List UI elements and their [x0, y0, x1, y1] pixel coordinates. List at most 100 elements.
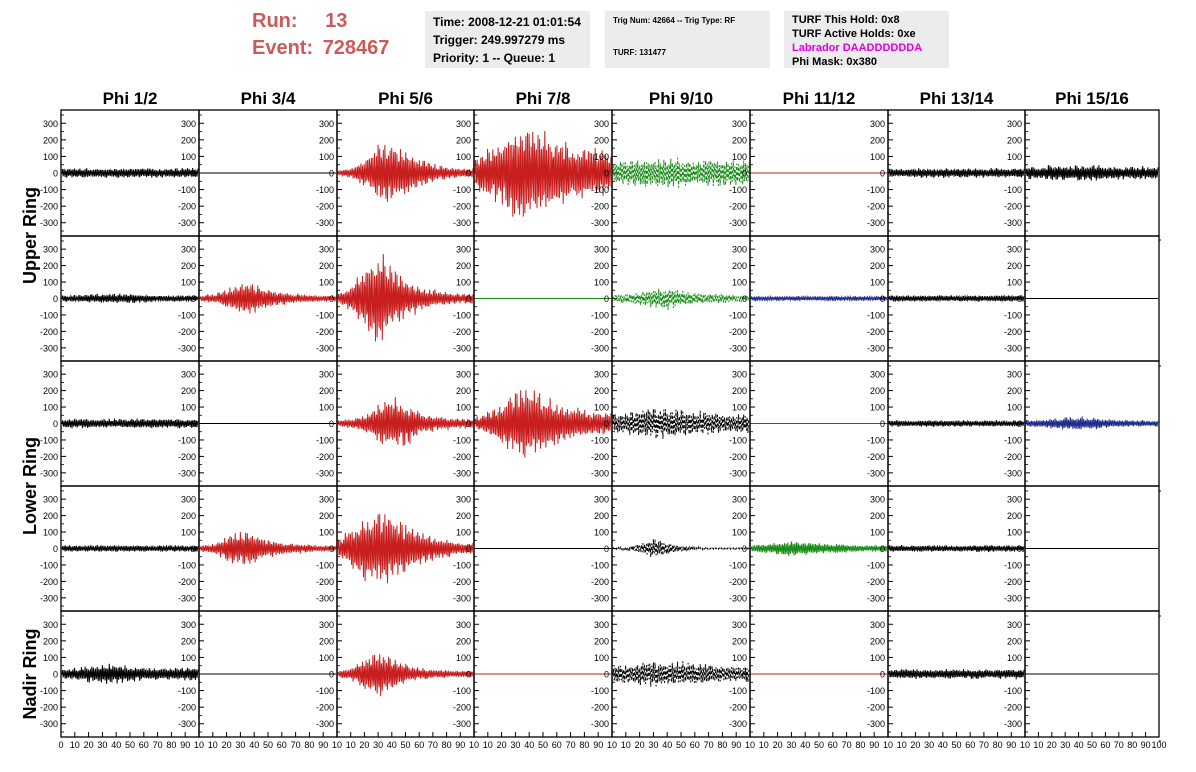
y-tick-label: 100 — [181, 528, 196, 538]
turf-text: TURF: 131477 — [613, 48, 666, 57]
y-tick-label: -300 — [453, 468, 471, 478]
y-tick-label: 0 — [604, 169, 609, 179]
y-tick-label: -300 — [316, 218, 334, 228]
x-tick-label: 60 — [139, 740, 149, 750]
waveform-trace — [888, 294, 1025, 303]
y-tick-label: 200 — [181, 636, 196, 646]
y-tick-label: 200 — [870, 261, 885, 271]
waveform-trace — [337, 253, 474, 342]
y-tick-label: -100 — [867, 560, 885, 570]
y-tick-label: -100 — [316, 185, 334, 195]
y-tick-label: -200 — [40, 202, 58, 212]
x-tick-label: 10 — [469, 740, 479, 750]
y-tick-label: -200 — [729, 577, 747, 587]
y-tick-label: -300 — [178, 593, 196, 603]
y-tick-label: 0 — [191, 419, 196, 429]
x-tick-label: 50 — [400, 740, 410, 750]
y-tick-label: 100 — [456, 403, 471, 413]
y-tick-label: -200 — [178, 327, 196, 337]
y-tick-label: 0 — [742, 294, 747, 304]
x-tick-label: 20 — [635, 740, 645, 750]
waveform-trace — [337, 144, 474, 202]
x-tick-label: 80 — [442, 740, 452, 750]
time-info-panel: Time: 2008-12-21 01:01:54 Trigger: 249.9… — [425, 11, 590, 68]
y-tick-label: 100 — [181, 403, 196, 413]
waveform-trace — [888, 544, 1025, 553]
y-tick-label: 0 — [880, 169, 885, 179]
x-tick-label: 40 — [111, 740, 121, 750]
y-tick-label: -300 — [1004, 218, 1022, 228]
y-tick-label: -100 — [178, 686, 196, 696]
y-tick-label: -100 — [591, 310, 609, 320]
y-tick-label: 200 — [1007, 636, 1022, 646]
waveform-trace — [612, 157, 750, 188]
y-tick-label: 300 — [870, 119, 885, 129]
y-tick-label: 300 — [319, 495, 334, 505]
y-tick-label: 300 — [594, 620, 609, 630]
y-tick-label: 0 — [191, 169, 196, 179]
x-tick-label: 30 — [373, 740, 383, 750]
y-tick-label: -200 — [40, 452, 58, 462]
y-tick-label: 200 — [319, 511, 334, 521]
y-tick-label: -100 — [591, 185, 609, 195]
y-tick-label: -200 — [316, 327, 334, 337]
y-tick-label: -300 — [867, 218, 885, 228]
ring-label: Lower Ring — [20, 437, 40, 535]
y-tick-label: 0 — [604, 670, 609, 680]
y-tick-label: 100 — [1007, 528, 1022, 538]
waveform-trace — [750, 541, 888, 557]
y-tick-label: -200 — [1004, 202, 1022, 212]
waveform-trace — [1025, 165, 1159, 181]
x-tick-label: 20 — [910, 740, 920, 750]
x-tick-label: 60 — [277, 740, 287, 750]
trigger-info-panel: Trig Num: 42664 -- Trig Type: RF TURF: 1… — [605, 11, 770, 68]
y-tick-label: 200 — [319, 135, 334, 145]
x-tick-label: 10 — [897, 740, 907, 750]
y-tick-label: 100 — [732, 528, 747, 538]
y-tick-label: 300 — [43, 495, 58, 505]
waveform-trace — [612, 661, 750, 687]
y-tick-label: 300 — [43, 245, 58, 255]
phi-mask-text: Phi Mask: 0x380 — [792, 56, 877, 68]
x-tick-label: 0 — [58, 740, 63, 750]
y-tick-label: 100 — [870, 278, 885, 288]
y-tick-label: 0 — [466, 169, 471, 179]
y-tick-label: 200 — [43, 386, 58, 396]
y-tick-label: -300 — [316, 343, 334, 353]
x-tick-label: 30 — [1060, 740, 1070, 750]
x-tick-label: 90 — [869, 740, 879, 750]
waveform-trace — [612, 288, 750, 310]
waveform-trace — [337, 514, 474, 584]
event-label: Event: — [252, 37, 314, 59]
y-tick-label: -200 — [591, 327, 609, 337]
y-tick-label: -100 — [867, 310, 885, 320]
y-tick-label: 100 — [319, 403, 334, 413]
x-tick-label: 90 — [1141, 740, 1151, 750]
x-tick-label: 20 — [497, 740, 507, 750]
x-tick-label: 70 — [1114, 740, 1124, 750]
y-tick-label: 100 — [319, 278, 334, 288]
waveform-trace — [888, 419, 1025, 428]
y-tick-label: -100 — [867, 185, 885, 195]
y-tick-label: 300 — [456, 495, 471, 505]
y-tick-label: -200 — [867, 452, 885, 462]
y-tick-label: 0 — [466, 544, 471, 554]
y-tick-label: 200 — [594, 261, 609, 271]
y-tick-label: 300 — [1007, 370, 1022, 380]
trig-num-text: Trig Num: 42664 -- Trig Type: RF — [613, 16, 736, 25]
y-tick-label: 300 — [43, 370, 58, 380]
x-tick-label: 10 — [883, 740, 893, 750]
x-tick-label: 90 — [318, 740, 328, 750]
y-tick-label: 200 — [594, 511, 609, 521]
x-tick-label: 10 — [621, 740, 631, 750]
y-tick-label: 200 — [319, 386, 334, 396]
y-tick-label: -100 — [316, 435, 334, 445]
y-tick-label: 0 — [880, 544, 885, 554]
column-header: Phi 13/14 — [920, 89, 994, 108]
x-tick-label: 70 — [842, 740, 852, 750]
x-tick-label: 10 — [1033, 740, 1043, 750]
y-tick-label: -100 — [453, 310, 471, 320]
x-tick-label: 10 — [70, 740, 80, 750]
y-tick-label: 100 — [43, 152, 58, 162]
x-tick-label: 10 — [759, 740, 769, 750]
